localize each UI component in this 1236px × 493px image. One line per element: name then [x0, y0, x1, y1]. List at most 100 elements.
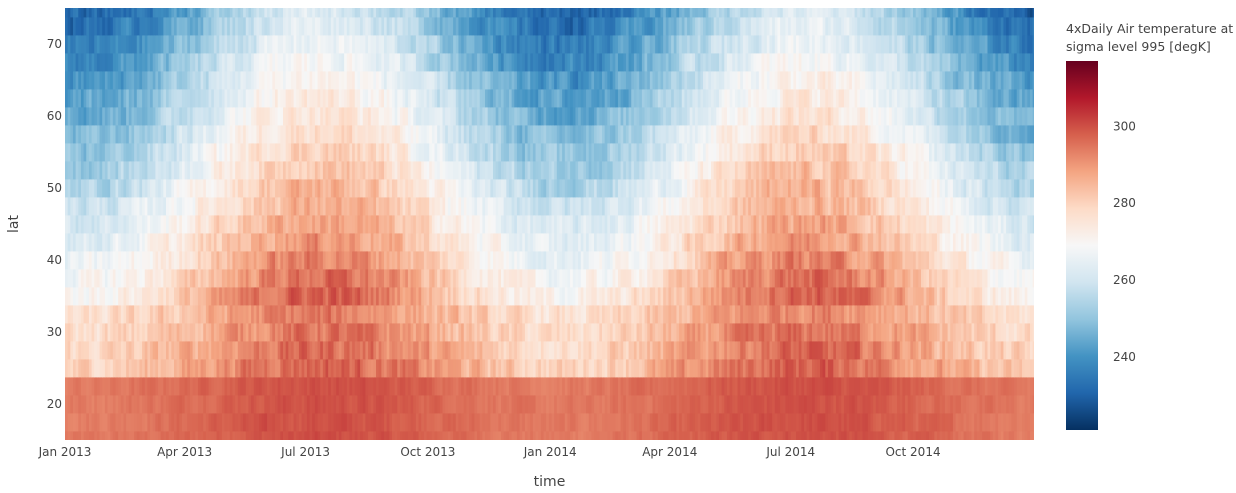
- heatmap-cell: [399, 359, 404, 378]
- heatmap-cell: [788, 341, 792, 360]
- heatmap-cell: [176, 323, 180, 342]
- heatmap-cell: [790, 305, 795, 324]
- heatmap-cell: [982, 413, 986, 432]
- heatmap-cell: [602, 431, 606, 440]
- heatmap-cell: [306, 233, 311, 252]
- heatmap-cell: [511, 233, 515, 252]
- heatmap-cell: [280, 395, 284, 414]
- heatmap-cell: [753, 431, 757, 440]
- heatmap-cell: [687, 269, 691, 288]
- heatmap-cell: [774, 215, 779, 234]
- heatmap-cell: [285, 323, 289, 342]
- heatmap-cell: [298, 305, 303, 324]
- heatmap-cell: [314, 215, 319, 234]
- heatmap-cell: [567, 377, 571, 396]
- heatmap-cell: [431, 323, 436, 342]
- heatmap-cell: [673, 359, 678, 378]
- heatmap-cell: [711, 395, 715, 414]
- heatmap-cell: [905, 215, 909, 234]
- heatmap-cell: [275, 287, 279, 306]
- heatmap-cell: [150, 305, 154, 324]
- heatmap-cell: [559, 305, 563, 324]
- heatmap-cell: [298, 431, 303, 440]
- heatmap-cell: [641, 287, 646, 306]
- heatmap-cell: [921, 251, 925, 270]
- heatmap-cell: [814, 323, 818, 342]
- heatmap-cell: [86, 197, 90, 216]
- heatmap-cell: [306, 323, 311, 342]
- heatmap-cell: [817, 377, 821, 396]
- heatmap-cell: [809, 431, 813, 440]
- heatmap-cell: [923, 431, 927, 440]
- heatmap-cell: [615, 341, 619, 360]
- heatmap-cell: [429, 287, 433, 306]
- heatmap-cell: [115, 323, 119, 342]
- heatmap-cell: [652, 215, 656, 234]
- heatmap-cell: [1016, 233, 1020, 252]
- heatmap-cell: [463, 197, 468, 216]
- heatmap-cell: [150, 323, 154, 342]
- heatmap-cell: [968, 377, 973, 396]
- heatmap-cell: [968, 431, 973, 440]
- heatmap-cell: [421, 215, 425, 234]
- heatmap-cell: [378, 215, 382, 234]
- heatmap-cell: [147, 341, 151, 360]
- heatmap-cell: [796, 323, 800, 342]
- heatmap-cell: [293, 341, 297, 360]
- heatmap-cell: [458, 233, 462, 252]
- heatmap-cell: [617, 359, 622, 378]
- heatmap-cell: [947, 233, 951, 252]
- heatmap-cell: [229, 359, 234, 378]
- heatmap-cell: [594, 305, 598, 324]
- heatmap-cell: [83, 359, 87, 378]
- heatmap-cell: [195, 233, 199, 252]
- heatmap-cell: [70, 323, 74, 342]
- heatmap-cell: [756, 269, 760, 288]
- heatmap-cell: [267, 431, 271, 440]
- heatmap-cell: [684, 413, 688, 432]
- heatmap-cell: [944, 413, 949, 432]
- heatmap-cell: [657, 215, 662, 234]
- heatmap-cell: [883, 305, 888, 324]
- heatmap-cell: [785, 287, 789, 306]
- heatmap-cell: [649, 431, 654, 440]
- heatmap-cell: [748, 323, 752, 342]
- heatmap-cell: [625, 413, 630, 432]
- heatmap-cell: [479, 287, 483, 306]
- heatmap-cell: [94, 395, 98, 414]
- heatmap-cell: [825, 431, 829, 440]
- heatmap-cell: [921, 233, 925, 252]
- heatmap-cell: [80, 269, 85, 288]
- heatmap-cell: [102, 269, 106, 288]
- heatmap-cell: [192, 251, 196, 270]
- heatmap-cell: [83, 197, 87, 216]
- heatmap-cell: [620, 431, 624, 440]
- heatmap-cell: [833, 305, 837, 324]
- heatmap-cell: [461, 251, 465, 270]
- heatmap-cell: [870, 215, 874, 234]
- heatmap-cell: [67, 323, 71, 342]
- heatmap-cell: [341, 413, 345, 432]
- heatmap-cell: [78, 233, 82, 252]
- heatmap-cell: [269, 413, 273, 432]
- heatmap-cell: [205, 305, 210, 324]
- heatmap-cell: [870, 377, 874, 396]
- heatmap-cell: [998, 269, 1002, 288]
- heatmap-cell: [1003, 377, 1007, 396]
- heatmap-cell: [886, 395, 890, 414]
- heatmap-cell: [277, 251, 281, 270]
- heatmap-cell: [107, 359, 111, 378]
- heatmap-cell: [990, 215, 994, 234]
- heatmap-cell: [336, 431, 340, 440]
- heatmap-cell: [703, 377, 707, 396]
- heatmap-cell: [546, 413, 550, 432]
- heatmap-cell: [830, 323, 834, 342]
- heatmap-cell: [814, 251, 818, 270]
- heatmap-cell: [152, 233, 156, 252]
- heatmap-cell: [628, 323, 632, 342]
- heatmap-cell: [485, 233, 489, 252]
- heatmap-cell: [328, 251, 332, 270]
- heatmap-cell: [338, 395, 343, 414]
- heatmap-cell: [703, 197, 707, 216]
- heatmap-cell: [742, 215, 747, 234]
